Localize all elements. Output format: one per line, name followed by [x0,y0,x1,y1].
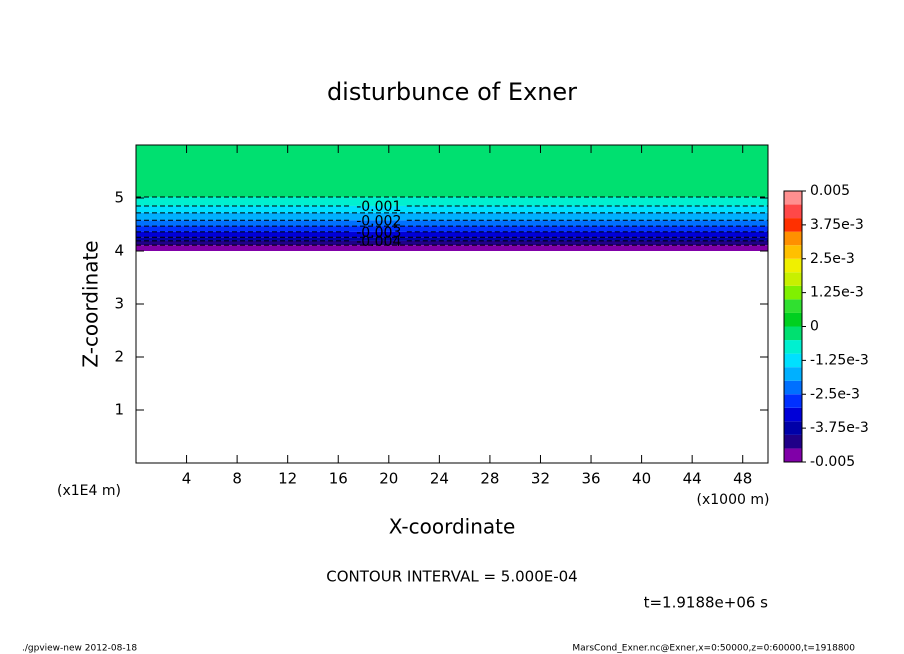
field-band [136,240,768,246]
y-tick-label: 2 [114,348,124,366]
time-label: t=1.9188e+06 s [644,594,769,612]
field-band [136,205,768,213]
x-axis-label: X-coordinate [389,515,516,539]
chart-title: disturbunce of Exner [327,78,577,106]
x-tick-label: 36 [581,470,600,488]
colorbar-label: 1.25e-3 [810,285,864,301]
colorbar-swatch [784,407,802,422]
colorbar-label: 2.5e-3 [810,251,855,267]
x-tick-label: 20 [379,470,398,488]
colorbar-label: -3.75e-3 [810,420,869,436]
footer-left: ./gpview-new 2012-08-18 [22,644,137,654]
y-tick-label: 1 [114,401,124,419]
x-tick-label: 28 [480,470,499,488]
colorbar-swatch [784,448,802,462]
x-tick-label: 40 [632,470,651,488]
contour-label: -0.004 [356,234,401,250]
y-tick-label: 3 [114,295,124,313]
x-tick-label: 4 [182,470,192,488]
colorbar-swatch [784,367,802,381]
colorbar-label: 3.75e-3 [810,217,864,233]
x-tick-label: 16 [329,470,348,488]
footer-right: MarsCond_Exner.nc@Exner,x=0:50000,z=0:60… [572,644,855,654]
colorbar-swatch [784,421,802,435]
field-band [136,226,768,232]
x-tick-label: 48 [733,470,752,488]
colorbar-swatch [784,353,802,368]
contour-interval: CONTOUR INTERVAL = 5.000E-04 [326,568,577,586]
colorbar-label: 0.005 [810,183,850,199]
x-unit: (x1000 m) [697,492,770,508]
colorbar-swatch [784,258,802,273]
colorbar-swatch [784,326,802,341]
colorbar-label: -2.5e-3 [810,386,860,402]
colorbar-swatch [784,218,802,232]
x-tick-label: 32 [531,470,550,488]
colorbar-swatch [784,272,802,286]
field-band [136,196,768,206]
field-band [136,245,768,251]
field-band [136,231,768,238]
x-tick-label: 24 [430,470,449,488]
colorbar-swatch [784,231,802,246]
colorbar-label: 0 [810,319,819,335]
field-band [136,237,768,241]
field-band [136,212,768,221]
colorbar-swatch [784,434,802,449]
y-tick-label: 5 [114,189,124,207]
colorbar-swatch [784,394,802,408]
contour-label: -0.003 [356,225,401,241]
x-tick-label: 12 [278,470,297,488]
colorbar-label: -1.25e-3 [810,352,869,368]
colorbar-swatch [784,285,802,300]
field-band [136,220,768,227]
contour-label: -0.002 [356,213,401,229]
x-tick-label: 44 [683,470,702,488]
colorbar-swatch [784,191,802,205]
contour-label: -0.001 [356,199,401,215]
colorbar-swatch [784,380,802,395]
x-tick-label: 8 [232,470,242,488]
colorbar-swatch [784,299,802,313]
colorbar-swatch [784,340,802,354]
y-unit: (x1E4 m) [57,483,121,499]
colorbar-swatch [784,312,802,327]
colorbar-swatch [784,245,802,259]
field-band [136,145,768,197]
y-tick-label: 4 [114,242,124,260]
y-axis-label: Z-coordinate [79,240,103,367]
colorbar-label: -0.005 [810,454,855,470]
colorbar-swatch [784,204,802,219]
